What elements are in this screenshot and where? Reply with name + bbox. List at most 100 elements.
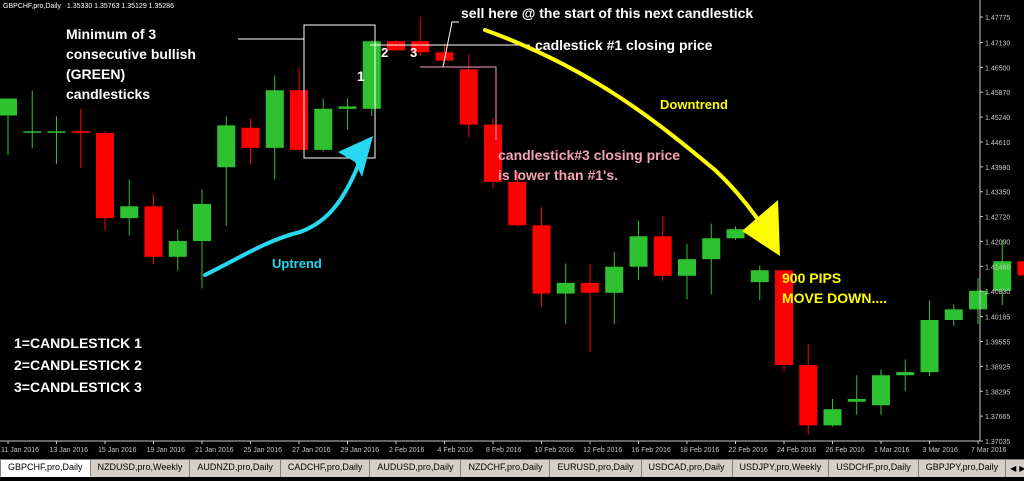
price-tick-label: 1.40830 xyxy=(985,289,1010,296)
candle-body xyxy=(848,399,866,402)
candle[interactable] xyxy=(242,119,260,164)
candle[interactable] xyxy=(23,91,41,149)
candle[interactable] xyxy=(872,369,890,414)
candle-body xyxy=(460,69,478,124)
price-tick-label: 1.47130 xyxy=(985,40,1010,47)
c3-closing-note: candlestick#3 closing price is lower tha… xyxy=(498,145,680,185)
candle[interactable] xyxy=(581,264,599,352)
candle[interactable] xyxy=(290,68,308,150)
candle-body xyxy=(169,241,187,257)
legend-line: 2=CANDLESTICK 2 xyxy=(14,354,142,376)
legend-line: 3=CANDLESTICK 3 xyxy=(14,376,142,398)
candle[interactable] xyxy=(799,344,817,435)
symbol-tab[interactable]: USDCAD,pro,Daily xyxy=(642,460,733,477)
symbol-tab[interactable]: EURUSD,pro,Daily xyxy=(550,460,641,477)
price-tick-label: 1.45870 xyxy=(985,90,1010,97)
price-tick-label: 1.42090 xyxy=(985,239,1010,246)
price-tick-label: 1.45240 xyxy=(985,115,1010,122)
candle[interactable] xyxy=(727,226,745,239)
candle-body xyxy=(557,283,575,294)
candle[interactable] xyxy=(217,116,235,226)
candle[interactable] xyxy=(921,300,939,376)
candle[interactable] xyxy=(654,217,672,281)
chart-info-title: GBPCHF,pro,Daily 1.35330 1.35763 1.35129… xyxy=(3,3,174,10)
candle[interactable] xyxy=(266,75,284,179)
candle-body xyxy=(581,283,599,293)
candle-body xyxy=(872,375,890,405)
candle-body xyxy=(0,99,17,116)
candle-body xyxy=(266,90,284,148)
price-tick-label: 1.43980 xyxy=(985,165,1010,172)
c1-closing-note: cadlestick #1 closing price xyxy=(535,37,712,53)
candle-body xyxy=(1018,261,1024,275)
candle-body xyxy=(921,320,939,372)
candle[interactable] xyxy=(363,40,381,115)
candle-body xyxy=(533,225,551,293)
candle-body xyxy=(96,133,114,218)
symbol-tab[interactable]: GBPJPY,pro,Daily xyxy=(919,460,1006,477)
tab-nav: ◀ ▶ xyxy=(1006,460,1024,477)
price-tick-label: 1.38295 xyxy=(985,389,1010,396)
symbol-tab[interactable]: USDCHF,pro,Daily xyxy=(829,460,919,477)
symbol-tab[interactable]: NZDUSD,pro,Weekly xyxy=(91,460,191,477)
date-tick-label: 24 Feb 2016 xyxy=(777,447,816,454)
date-tick-label: 3 Mar 2016 xyxy=(923,447,959,454)
date-tick-label: 29 Jan 2016 xyxy=(341,447,380,454)
candle[interactable] xyxy=(751,266,769,301)
candle-number-3: 3 xyxy=(410,45,417,60)
candle[interactable] xyxy=(896,359,914,391)
date-tick-label: 10 Feb 2016 xyxy=(535,447,574,454)
candle[interactable] xyxy=(678,244,696,299)
candle[interactable] xyxy=(169,230,187,271)
symbol-tab[interactable]: AUDUSD,pro,Daily xyxy=(370,460,461,477)
candle-body xyxy=(120,206,138,218)
symbol-tab[interactable]: USDJPY,pro,Weekly xyxy=(733,460,830,477)
candle[interactable] xyxy=(96,131,114,230)
note-line: MOVE DOWN.... xyxy=(782,288,887,308)
date-tick-label: 15 Jan 2016 xyxy=(98,447,137,454)
candle[interactable] xyxy=(702,224,720,295)
candle[interactable] xyxy=(945,304,963,326)
candle[interactable] xyxy=(120,179,138,235)
candle-body xyxy=(654,236,672,275)
candle[interactable] xyxy=(1018,251,1024,285)
downtrend-arrow xyxy=(485,30,776,245)
candle-body xyxy=(363,41,381,109)
date-tick-label: 13 Jan 2016 xyxy=(50,447,89,454)
candle-body xyxy=(945,309,963,320)
date-tick-label: 7 Mar 2016 xyxy=(971,447,1007,454)
tab-scroll-left-icon[interactable]: ◀ xyxy=(1010,464,1016,473)
tab-scroll-right-icon[interactable]: ▶ xyxy=(1019,464,1024,473)
candle[interactable] xyxy=(848,375,866,414)
price-tick-label: 1.47775 xyxy=(985,15,1010,22)
candle[interactable] xyxy=(605,252,623,324)
price-tick-label: 1.37035 xyxy=(985,439,1010,446)
candle[interactable] xyxy=(557,264,575,324)
candle-body xyxy=(387,41,405,50)
date-tick-label: 2 Feb 2016 xyxy=(389,447,425,454)
min-bullish-note: Minimum of 3 consecutive bullish (GREEN)… xyxy=(66,24,196,104)
note-line: candlestick#3 closing price xyxy=(498,145,680,165)
candle[interactable] xyxy=(824,399,842,427)
symbol-tab[interactable]: GBPCHF,pro,Daily xyxy=(0,460,91,477)
candle[interactable] xyxy=(630,221,648,280)
candle[interactable] xyxy=(314,99,332,152)
date-tick-label: 18 Feb 2016 xyxy=(680,447,719,454)
candle[interactable] xyxy=(339,99,357,130)
candle-body xyxy=(630,236,648,266)
symbol-tab[interactable]: CADCHF,pro,Daily xyxy=(281,460,371,477)
candle[interactable] xyxy=(533,207,551,307)
symbol-tab[interactable]: NZDCHF,pro,Daily xyxy=(461,460,550,477)
candle-body xyxy=(314,109,332,150)
candle[interactable] xyxy=(145,194,163,264)
candle[interactable] xyxy=(0,99,17,155)
candle-number-2: 2 xyxy=(381,45,388,60)
symbol-tab[interactable]: AUDNZD,pro,Daily xyxy=(190,460,281,477)
candle-body xyxy=(508,182,526,225)
date-tick-label: 16 Feb 2016 xyxy=(632,447,671,454)
price-tick-label: 1.41460 xyxy=(985,264,1010,271)
candle[interactable] xyxy=(72,109,90,168)
date-tick-label: 12 Feb 2016 xyxy=(583,447,622,454)
candle[interactable] xyxy=(48,116,66,164)
